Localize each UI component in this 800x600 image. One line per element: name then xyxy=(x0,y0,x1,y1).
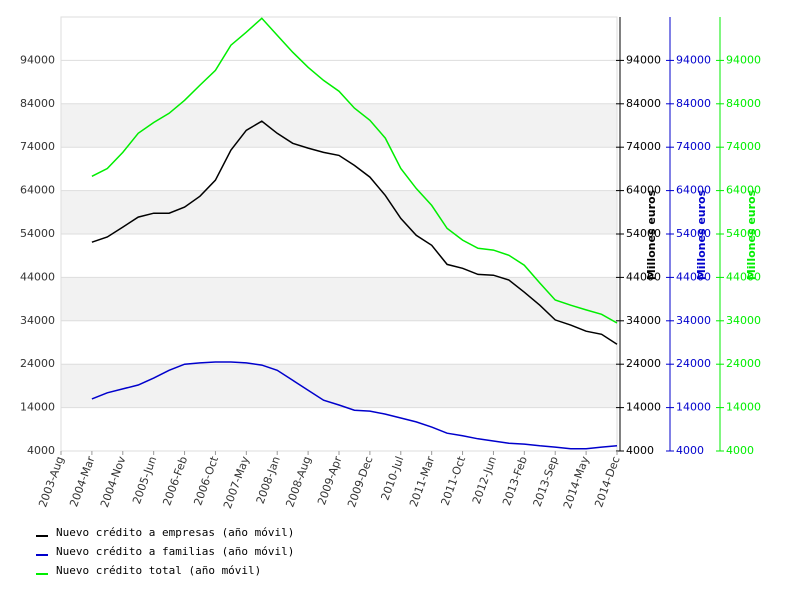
x-tick-label: 2008-Aug xyxy=(283,455,313,509)
y-tick-label: 14000 xyxy=(626,401,661,414)
x-tick-label: 2009-Apr xyxy=(315,454,345,507)
y-axis-title: Millones euros xyxy=(745,189,758,280)
y-tick-label: 44000 xyxy=(626,270,661,283)
y-tick-label: 14000 xyxy=(726,401,761,414)
y-tick-label: 54000 xyxy=(626,227,661,240)
y-tick-label: 44000 xyxy=(20,270,55,283)
y-tick-label: 64000 xyxy=(20,184,55,197)
x-tick-label: 2003-Aug xyxy=(36,455,66,509)
grid-band xyxy=(61,277,617,321)
x-tick-label: 2011-Oct xyxy=(438,454,468,507)
x-tick-label: 2013-Feb xyxy=(500,455,530,508)
y-tick-label: 34000 xyxy=(20,314,55,327)
y-tick-label: 44000 xyxy=(676,270,711,283)
y-tick-label: 74000 xyxy=(626,140,661,153)
x-tick-label: 2004-Nov xyxy=(98,454,129,509)
y-tick-label: 24000 xyxy=(676,357,711,370)
y-tick-label: 84000 xyxy=(20,97,55,110)
x-tick-label: 2006-Feb xyxy=(160,455,190,508)
x-tick-label: 2014-May xyxy=(561,454,592,510)
y-tick-label: 84000 xyxy=(626,97,661,110)
y-tick-label: 54000 xyxy=(20,227,55,240)
y-axis-title: Millones euros xyxy=(695,189,708,280)
x-tick-label: 2011-Mar xyxy=(407,454,437,508)
y-tick-label: 4000 xyxy=(726,444,754,457)
y-tick-label: 24000 xyxy=(20,357,55,370)
y-tick-label: 54000 xyxy=(726,227,761,240)
y-tick-label: 24000 xyxy=(726,357,761,370)
x-tick-label: 2007-May xyxy=(221,454,252,510)
y-tick-label: 34000 xyxy=(726,314,761,327)
y-tick-label: 84000 xyxy=(726,97,761,110)
y-tick-label: 94000 xyxy=(676,53,711,66)
grid-band xyxy=(61,190,617,234)
y-tick-label: 64000 xyxy=(626,184,661,197)
y-tick-label: 14000 xyxy=(676,401,711,414)
y-tick-label: 34000 xyxy=(676,314,711,327)
legend-label: Nuevo crédito total (año móvil) xyxy=(56,564,261,577)
grid-band xyxy=(61,103,617,148)
x-tick-label: 2008-Jan xyxy=(254,455,283,506)
y-tick-label: 14000 xyxy=(20,401,55,414)
x-tick-label: 2010-Jul xyxy=(379,455,407,503)
y-axis-title: Millones euros xyxy=(645,189,658,280)
y-tick-label: 44000 xyxy=(726,270,761,283)
y-tick-label: 34000 xyxy=(626,314,661,327)
y-tick-label: 94000 xyxy=(626,53,661,66)
x-tick-label: 2009-Dec xyxy=(345,455,375,509)
x-tick-label: 2005-Jun xyxy=(130,455,159,506)
series-line xyxy=(91,361,618,450)
x-tick-label: 2006-Oct xyxy=(191,454,221,507)
y-tick-label: 74000 xyxy=(20,140,55,153)
y-tick-label: 94000 xyxy=(726,53,761,66)
x-tick-label: 2013-Sep xyxy=(531,455,561,509)
y-tick-label: 64000 xyxy=(676,184,711,197)
y-tick-label: 64000 xyxy=(726,184,761,197)
y-tick-label: 4000 xyxy=(27,444,55,457)
series-line xyxy=(91,120,618,345)
y-tick-label: 74000 xyxy=(676,140,711,153)
grid-band xyxy=(61,364,617,408)
y-tick-label: 24000 xyxy=(626,357,661,370)
y-tick-label: 74000 xyxy=(726,140,761,153)
series-line xyxy=(91,17,618,324)
y-tick-label: 54000 xyxy=(676,227,711,240)
y-tick-label: 4000 xyxy=(626,444,654,457)
y-tick-label: 94000 xyxy=(20,53,55,66)
x-tick-label: 2014-Dec xyxy=(592,455,622,509)
y-tick-label: 84000 xyxy=(676,97,711,110)
legend-label: Nuevo crédito a familias (año móvil) xyxy=(56,545,294,558)
y-tick-label: 4000 xyxy=(676,444,704,457)
x-tick-label: 2012-Jun xyxy=(470,455,499,506)
legend-label: Nuevo crédito a empresas (año móvil) xyxy=(56,526,294,539)
x-tick-label: 2004-Mar xyxy=(67,454,97,508)
